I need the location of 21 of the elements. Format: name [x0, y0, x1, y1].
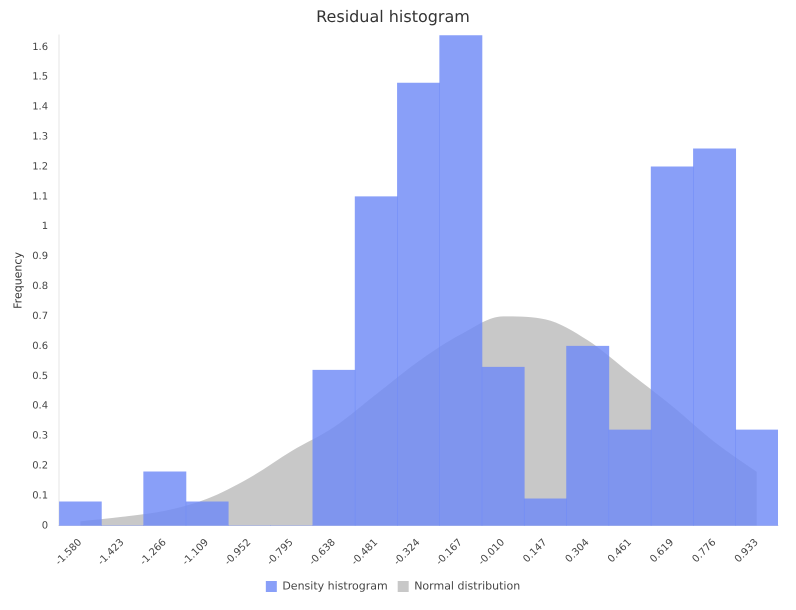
- y-tick-label: 0.1: [32, 490, 48, 502]
- y-tick-label: 1.5: [32, 72, 48, 83]
- y-tick-label: 1.4: [32, 102, 48, 113]
- y-tick-label: 1: [42, 221, 48, 232]
- y-tick-label: 1.6: [32, 42, 48, 53]
- y-tick-label: 0.6: [32, 340, 48, 352]
- y-tick-label: 0.3: [32, 430, 48, 442]
- y-tick-label: 0.5: [32, 370, 48, 382]
- y-tick-label: 1.2: [32, 161, 48, 172]
- legend-label: Density histrogram: [282, 579, 388, 592]
- chart-title: Residual histogram: [316, 6, 470, 26]
- y-tick-label: 0.4: [32, 400, 48, 412]
- legend-label: Normal distribution: [414, 579, 520, 592]
- y-tick-label: 0.8: [32, 281, 48, 292]
- y-axis-title: Frequency: [11, 252, 24, 309]
- y-tick-label: 0.9: [32, 251, 48, 262]
- y-tick-label: 1.3: [32, 131, 48, 142]
- y-tick-label: 0: [42, 520, 48, 532]
- y-tick-label: 0.2: [32, 460, 48, 472]
- y-tick-label: 0.7: [32, 310, 48, 322]
- y-tick-label: 1.1: [32, 191, 48, 202]
